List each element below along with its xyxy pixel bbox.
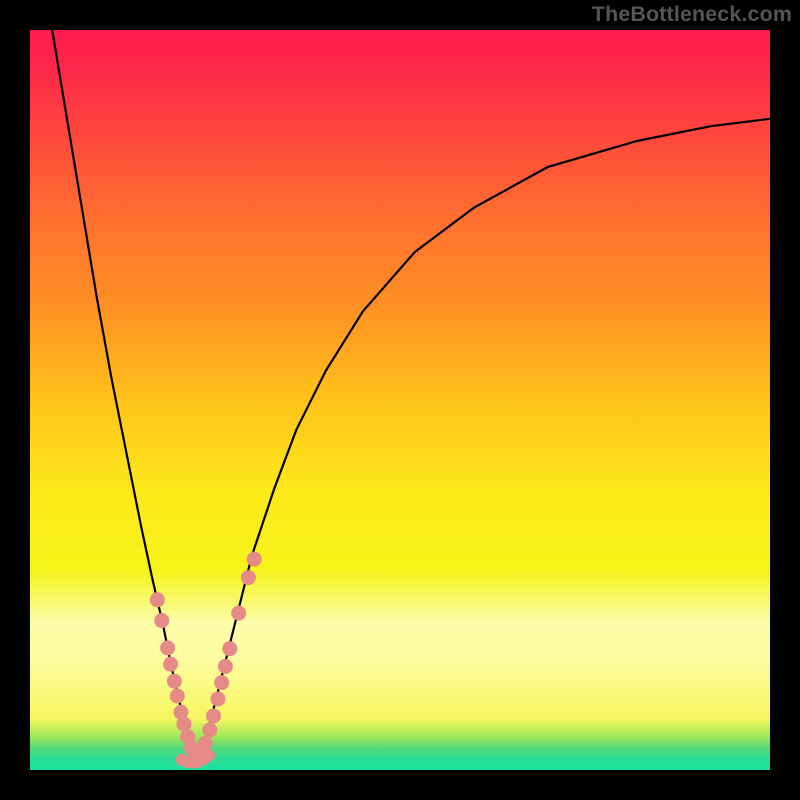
watermark-text: TheBottleneck.com [592,2,792,27]
scatter-dot [160,640,175,655]
scatter-dot [198,736,213,751]
gradient-background [30,30,770,770]
scatter-dot [247,552,262,567]
scatter-dot [214,675,229,690]
scatter-dot [210,691,225,706]
scatter-dot [218,659,233,674]
scatter-dot [170,689,185,704]
plot-area [30,30,770,770]
scatter-dot [167,674,182,689]
scatter-dot [154,613,169,628]
scatter-dot [202,723,217,738]
scatter-dot [241,570,256,585]
scatter-dot [163,657,178,672]
scatter-dot [203,749,215,761]
scatter-dot [231,606,246,621]
scatter-dot [150,592,165,607]
scatter-dot [222,641,237,656]
scatter-dot [206,708,221,723]
chart-frame: TheBottleneck.com [0,0,800,800]
chart-svg [30,30,770,770]
